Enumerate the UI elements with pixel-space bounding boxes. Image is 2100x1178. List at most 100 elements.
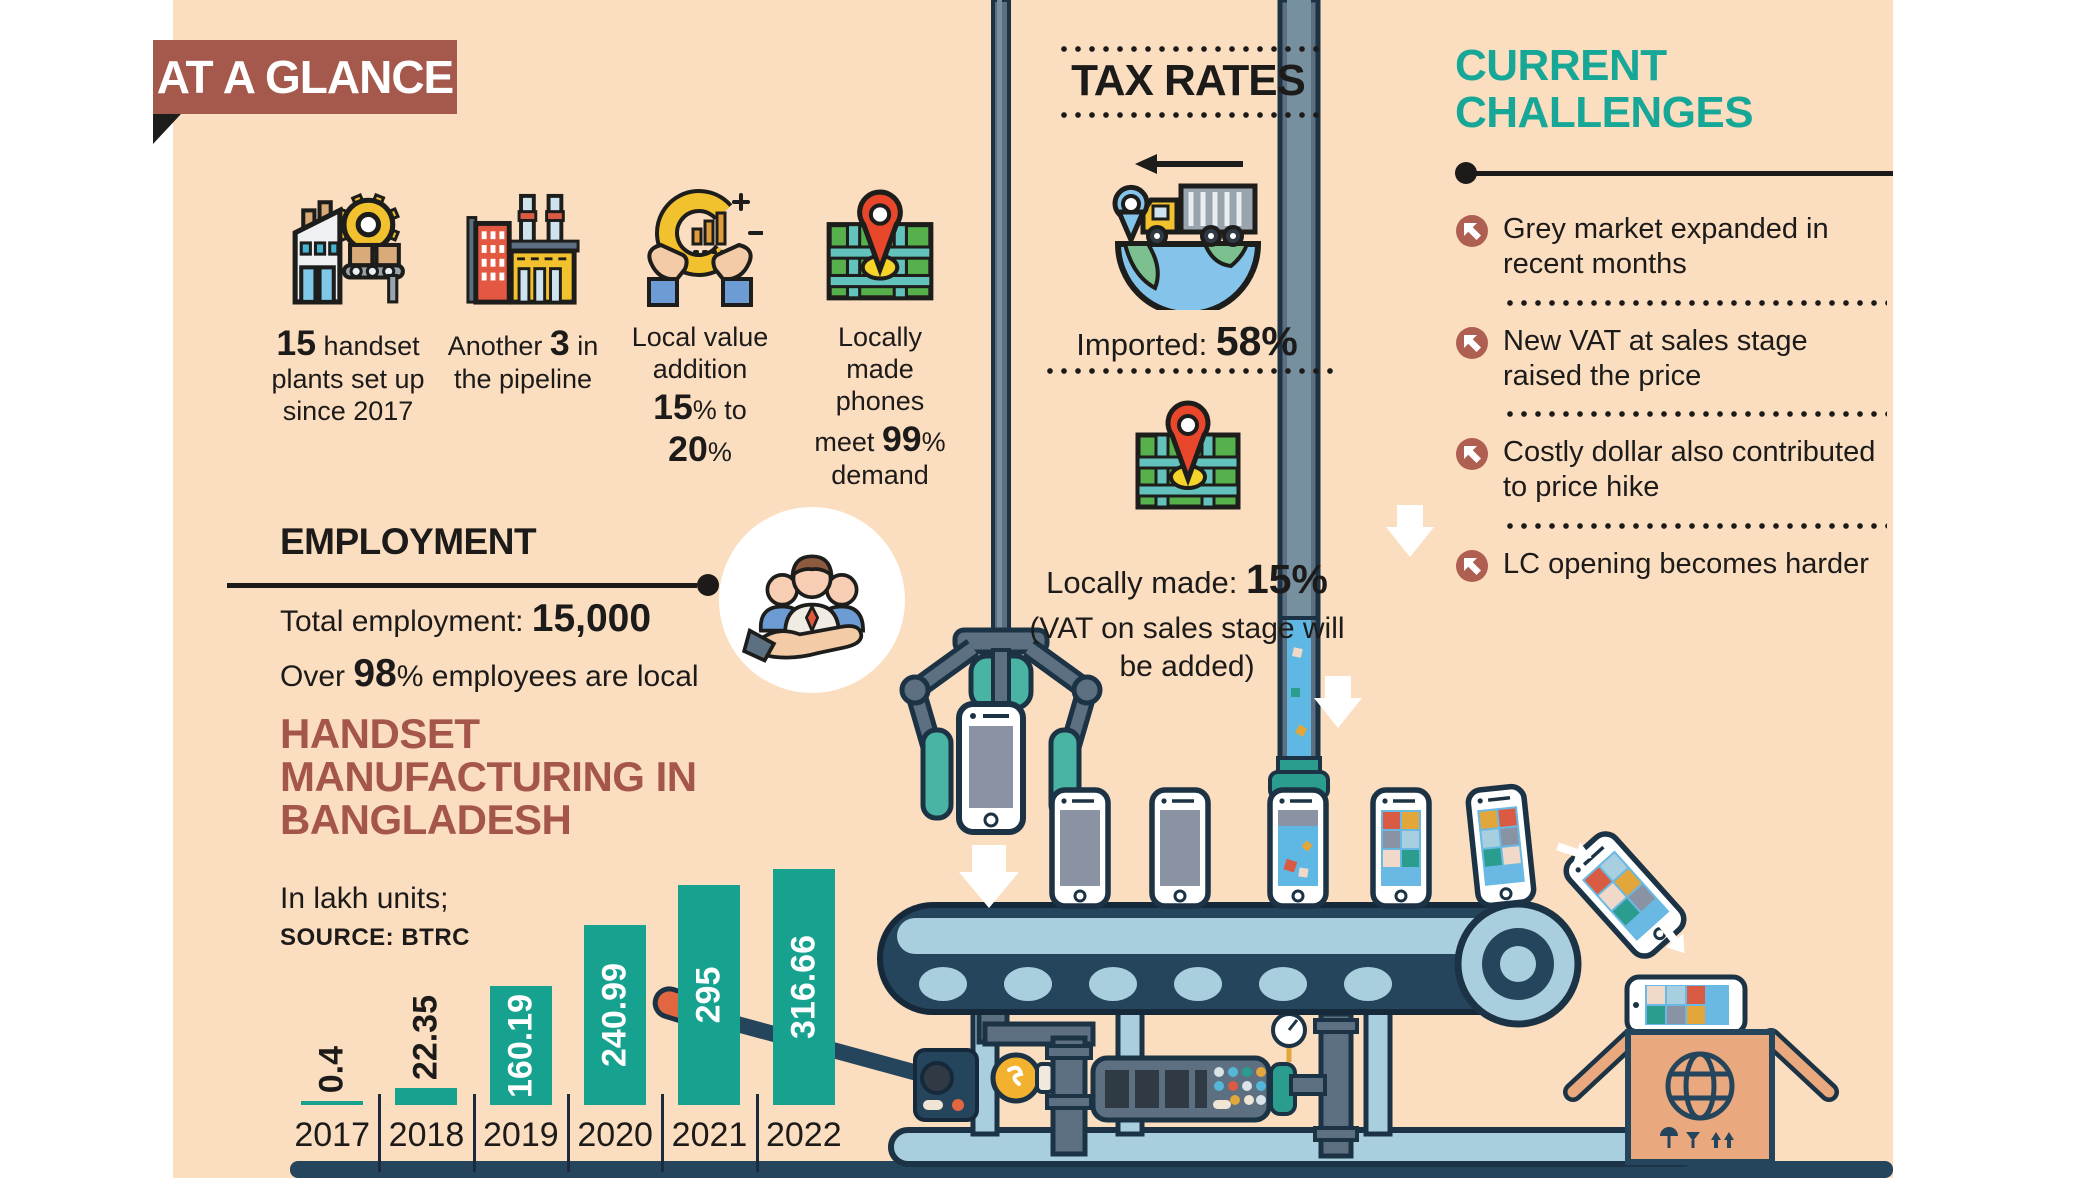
right-arrow-icon xyxy=(1659,922,1685,954)
stat-text: Another 3 in the pipeline xyxy=(447,323,599,395)
x-axis-tick xyxy=(755,1094,759,1172)
challenges-rule xyxy=(1455,162,1895,185)
dotted-divider xyxy=(1057,46,1319,52)
current-challenges-section: CURRENT CHALLENGES Grey market expanded … xyxy=(1455,0,1895,583)
bar: 316.66 xyxy=(772,869,835,1105)
challenge-item: Costly dollar also contributed to price … xyxy=(1455,435,1895,505)
at-a-glance-banner: AT A GLANCE xyxy=(153,40,457,114)
bar-value-label: 0.4 xyxy=(312,1045,351,1093)
bar-column: 316.66 xyxy=(757,852,851,1105)
x-axis-tick xyxy=(472,1094,476,1172)
challenge-item-text: Grey market expanded in recent months xyxy=(1503,213,1829,280)
chart-title: HANDSET MANUFACTURING IN BANGLADESH xyxy=(280,710,697,843)
stat-local-demand: Locally made phones meet 99% demand xyxy=(802,158,958,491)
conveyor-belt-icon xyxy=(877,900,1582,1028)
arrow-up-left-bullet-icon xyxy=(1455,437,1489,471)
challenges-list: Grey market expanded in recent months New… xyxy=(1455,212,1895,583)
machine-control-panel-icon xyxy=(1090,1055,1297,1123)
challenge-item-text: Costly dollar also contributed to price … xyxy=(1503,436,1876,504)
tax-imported-value: Imported: 58% xyxy=(1076,318,1298,364)
challenge-item-text: New VAT at sales stage raised the price xyxy=(1503,324,1808,392)
bar-column: 160.19 xyxy=(474,852,568,1105)
infographic-content: AT A GLANCE xyxy=(153,0,1895,1178)
x-axis-tick xyxy=(661,1094,665,1172)
assembly-phone-icon xyxy=(956,701,1026,835)
stat-text: 15 handset plants set up since 2017 xyxy=(271,323,425,426)
bar: 295 xyxy=(678,885,741,1105)
x-axis-label: 2018 xyxy=(388,1116,465,1154)
bar-value-label: 22.35 xyxy=(406,994,445,1080)
employment-rule xyxy=(227,583,697,588)
bar-value-label: 316.66 xyxy=(784,935,823,1039)
bar-column: 295 xyxy=(662,852,756,1105)
package-symbols-icon xyxy=(1660,1127,1734,1148)
dotted-divider xyxy=(1503,299,1887,306)
stat-text: Locally made phones meet 99% demand xyxy=(814,322,946,490)
dotted-divider xyxy=(1503,411,1887,418)
bulb-icon xyxy=(990,1052,1055,1104)
down-arrow-icon xyxy=(1386,505,1434,557)
dotted-divider xyxy=(1503,522,1887,529)
employment-total: Total employment: 15,000 xyxy=(280,597,652,640)
pipeline-factory-icon xyxy=(445,158,601,308)
bar: 240.99 xyxy=(584,925,647,1105)
bar-column: 0.4 xyxy=(285,852,379,1105)
chart-source: SOURCE: BTRC xyxy=(280,924,470,951)
chart-xlabels: 2017 2018 2019 2020 2021 2022 xyxy=(285,1094,851,1172)
bar xyxy=(301,1101,364,1105)
challenge-item: Grey market expanded in recent months xyxy=(1455,212,1895,282)
workforce-in-hand-icon xyxy=(719,507,905,693)
chart-bars: 0.4 22.35 160.19 240.99 295 316.66 xyxy=(285,852,851,1105)
arrow-up-left-bullet-icon xyxy=(1455,214,1489,248)
phone-blank-icon xyxy=(1049,787,1111,909)
pipe-assembly-left xyxy=(976,1009,1096,1157)
bar-value-label: 240.99 xyxy=(595,963,634,1067)
bar-value-label: 295 xyxy=(689,966,728,1024)
down-arrow-icon xyxy=(959,845,1019,908)
bar-chart: 0.4 22.35 160.19 240.99 295 316.66 2017 2018 20… xyxy=(285,852,851,1172)
phone-filling-icon xyxy=(1267,787,1329,909)
employment-heading: EMPLOYMENT xyxy=(280,521,537,562)
challenge-item: LC opening becomes harder xyxy=(1455,547,1895,583)
flying-phone-icon xyxy=(1563,831,1687,959)
x-axis-label: 2019 xyxy=(483,1116,559,1154)
arrow-up-left-bullet-icon xyxy=(1455,326,1489,360)
local-map-pin-icon xyxy=(1128,392,1248,522)
chart-subtitle: In lakh units; xyxy=(280,882,449,915)
phone-blank-icon xyxy=(1149,787,1211,909)
x-axis-label: 2020 xyxy=(577,1116,653,1154)
stat-pipeline-plants: Another 3 in the pipeline xyxy=(445,158,601,396)
gauge-icon xyxy=(1271,1012,1307,1062)
bar xyxy=(395,1088,458,1105)
down-arrow-icon xyxy=(1314,676,1362,728)
dotted-divider xyxy=(1057,112,1319,118)
bar-column: 22.35 xyxy=(379,852,473,1105)
arrow-up-left-bullet-icon xyxy=(1455,549,1489,583)
challenge-item-text: LC opening becomes harder xyxy=(1503,547,1869,580)
tax-rates-heading: TAX RATES xyxy=(1071,56,1306,105)
employment-rule-dot xyxy=(697,574,719,596)
x-axis-label: 2017 xyxy=(294,1116,370,1154)
filler-pipe-icon xyxy=(1268,0,1330,810)
stat-handset-plants: 15 handset plants set up since 2017 xyxy=(270,158,426,428)
bar-value-label: 160.19 xyxy=(501,993,540,1098)
employment-local: Over 98% employees are local xyxy=(280,652,699,695)
challenge-item: New VAT at sales stage raised the price xyxy=(1455,324,1895,394)
dotted-divider xyxy=(1043,368,1333,374)
bar-column: 240.99 xyxy=(568,852,662,1105)
handset-plant-factory-icon xyxy=(270,158,426,308)
phone-finished-icon xyxy=(1465,783,1537,909)
stat-value-addition: Local value addition 15% to 20% xyxy=(620,158,780,470)
banner-title: AT A GLANCE xyxy=(156,51,454,103)
belt-phones xyxy=(1049,783,1537,909)
x-axis-tick xyxy=(567,1094,570,1172)
phone-finished-icon xyxy=(1370,787,1432,909)
tax-vat-note: (VAT on sales stage will be added) xyxy=(1029,612,1345,683)
import-truck-globe-icon xyxy=(1093,148,1283,310)
export-box-globe-icon xyxy=(1563,974,1839,1165)
robot-claw-icon xyxy=(899,0,1103,835)
globe-icon xyxy=(1665,1051,1735,1121)
current-challenges-heading: CURRENT CHALLENGES xyxy=(1455,41,1754,138)
stat-text: Local value addition 15% to 20% xyxy=(631,322,769,469)
